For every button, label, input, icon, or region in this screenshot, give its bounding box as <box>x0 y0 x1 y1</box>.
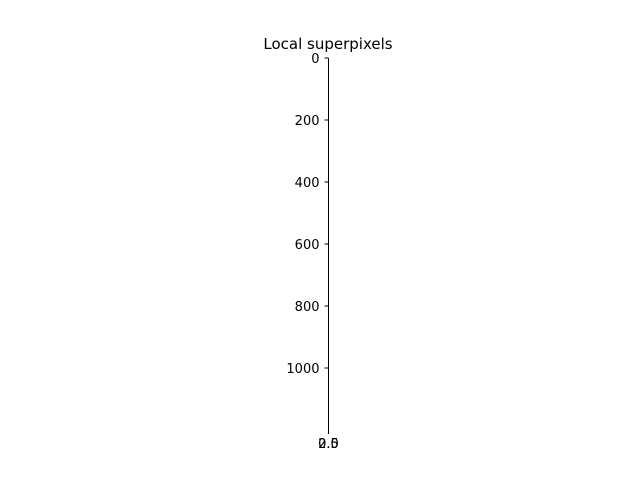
y-tick-label: 600 <box>295 238 320 253</box>
x-tick-label: 0.0 <box>318 437 339 452</box>
x-tick-label: 2.5 <box>318 437 339 452</box>
y-tick-label: 1000 <box>286 362 319 377</box>
chart-title: Local superpixels <box>263 35 392 53</box>
y-tick-label: 200 <box>295 114 320 129</box>
y-tick-label: 800 <box>295 300 320 315</box>
y-tick-label: 0 <box>311 52 319 67</box>
y-tick-label: 400 <box>295 176 320 191</box>
